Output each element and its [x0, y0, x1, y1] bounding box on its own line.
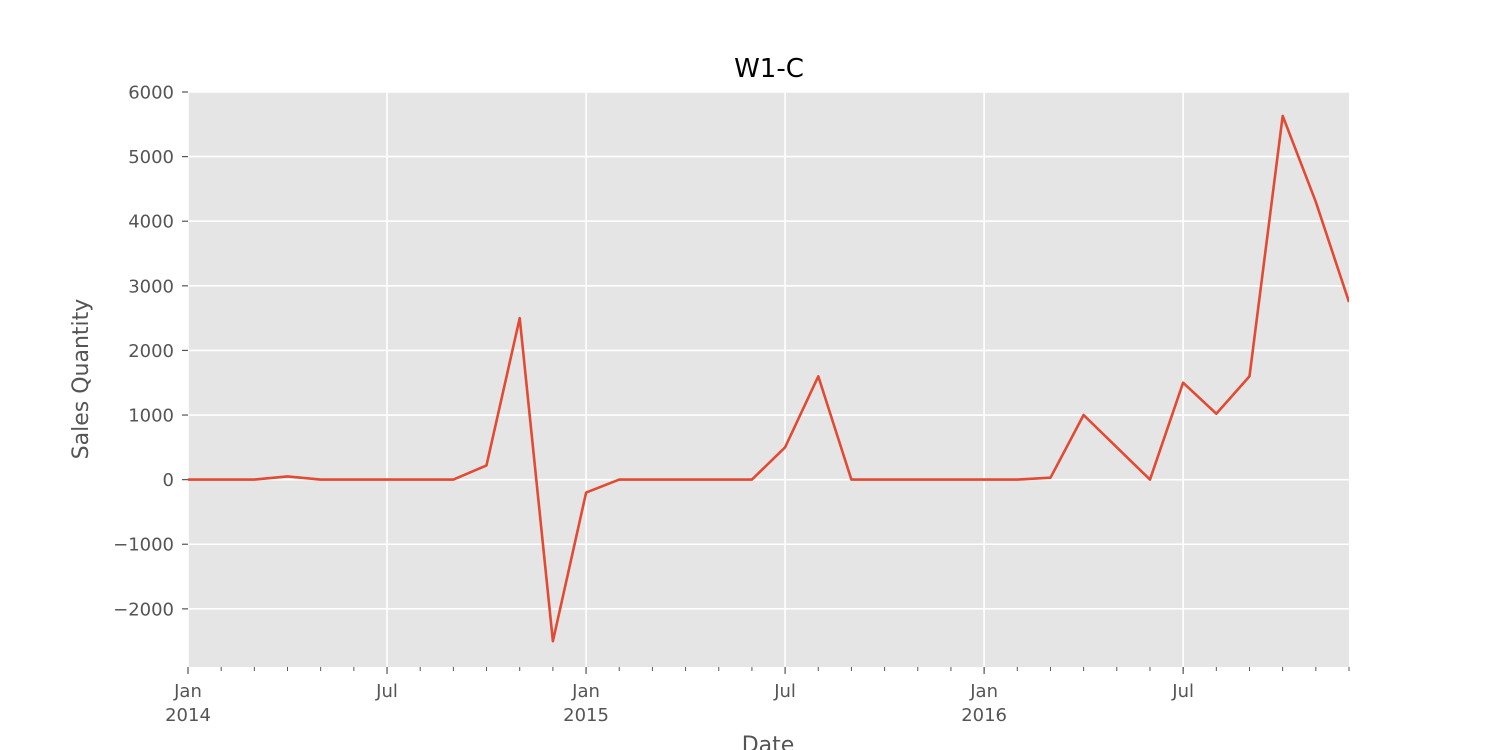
- chart-title: W1-C: [734, 54, 804, 84]
- x-tick-label: Jul: [375, 681, 398, 702]
- grid-lines: [187, 91, 1349, 667]
- y-tick-label: 0: [163, 470, 174, 491]
- x-tick-year-label: 2014: [165, 705, 211, 726]
- y-tick-label: 4000: [128, 212, 174, 233]
- y-tick-label: 2000: [128, 341, 174, 362]
- x-tick-label: Jan: [571, 681, 600, 702]
- y-tick-label: 6000: [128, 83, 174, 104]
- x-tick-year-label: 2015: [563, 705, 609, 726]
- y-tick-label: 3000: [128, 276, 174, 297]
- x-axis-ticks: Jan 2014 Jul Jan 2015 Jul Jan 2016 Jul: [165, 667, 1350, 726]
- x-tick-label: Jul: [1171, 681, 1194, 702]
- x-tick-year-label: 2016: [961, 705, 1007, 726]
- y-axis-ticks: 6000 5000 4000 3000 2000 1000 0 −1000 −2000: [113, 83, 188, 620]
- plot-area: [188, 92, 1349, 667]
- x-tick-label: Jan: [173, 681, 202, 702]
- y-tick-label: 5000: [128, 147, 174, 168]
- y-tick-label: 1000: [128, 406, 174, 427]
- x-axis-label: Date: [742, 733, 795, 750]
- y-tick-label: −1000: [113, 535, 174, 556]
- x-tick-label: Jan: [969, 681, 998, 702]
- x-tick-label: Jul: [773, 681, 796, 702]
- y-tick-label: −2000: [113, 599, 174, 620]
- series-line: [188, 114, 1349, 643]
- y-axis-label: Sales Quantity: [69, 299, 94, 460]
- series-group: [188, 114, 1349, 643]
